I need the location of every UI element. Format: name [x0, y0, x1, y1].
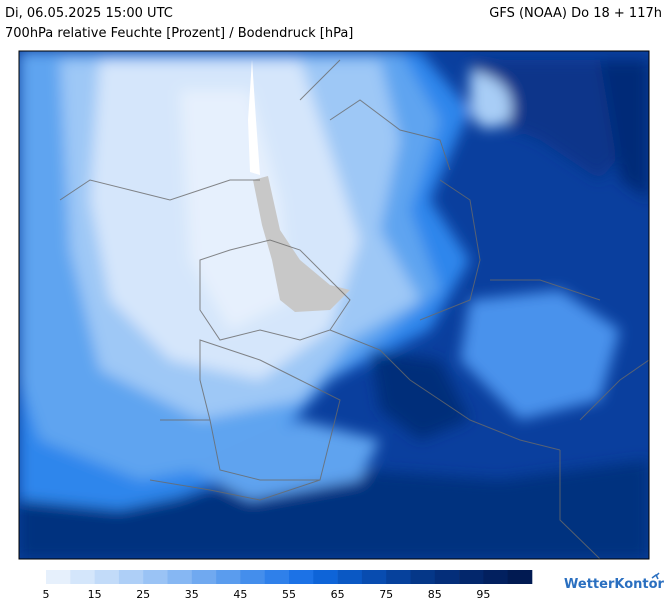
legend-swatch — [507, 570, 533, 584]
legend-label: 75 — [379, 588, 393, 600]
date-time: Di, 06.05.2025 15:00 UTC — [5, 6, 173, 21]
legend-swatch — [46, 570, 71, 584]
legend-label: 35 — [185, 588, 199, 600]
legend-swatch — [118, 570, 144, 584]
legend-label: 95 — [476, 588, 490, 600]
subtitle: 700hPa relative Feuchte [Prozent] / Bode… — [5, 26, 354, 41]
legend-swatch — [94, 570, 120, 584]
legend-label: 15 — [88, 588, 102, 600]
legend-label: 65 — [331, 588, 345, 600]
legend-label: 55 — [282, 588, 296, 600]
color-legend: 5 15 25 35 45 55 65 75 85 95 — [43, 570, 533, 600]
legend-swatch — [264, 570, 290, 584]
legend-swatch — [361, 570, 387, 584]
legend-swatch — [216, 570, 241, 584]
legend-swatch — [143, 570, 168, 584]
legend-swatch — [386, 570, 411, 584]
legend-swatch — [483, 570, 508, 584]
legend-label: 25 — [136, 588, 150, 600]
legend-label: 5 — [43, 588, 50, 600]
legend-swatch — [240, 570, 265, 584]
legend-swatch — [459, 570, 484, 584]
logo: WetterKontor — [564, 577, 665, 592]
legend-swatch — [337, 570, 363, 584]
legend-swatch — [434, 570, 460, 584]
model-run: GFS (NOAA) Do 18 + 117h — [489, 6, 662, 21]
legend-swatch — [70, 570, 95, 584]
legend-label: 85 — [428, 588, 442, 600]
legend-swatch — [167, 570, 193, 584]
legend-swatch — [289, 570, 314, 584]
humidity-field — [19, 51, 649, 559]
legend-label: 45 — [233, 588, 247, 600]
legend-swatch — [191, 570, 217, 584]
legend-swatch — [410, 570, 436, 584]
legend-swatch — [313, 570, 338, 584]
logo-icon — [651, 572, 660, 580]
map-frame — [18, 50, 650, 560]
